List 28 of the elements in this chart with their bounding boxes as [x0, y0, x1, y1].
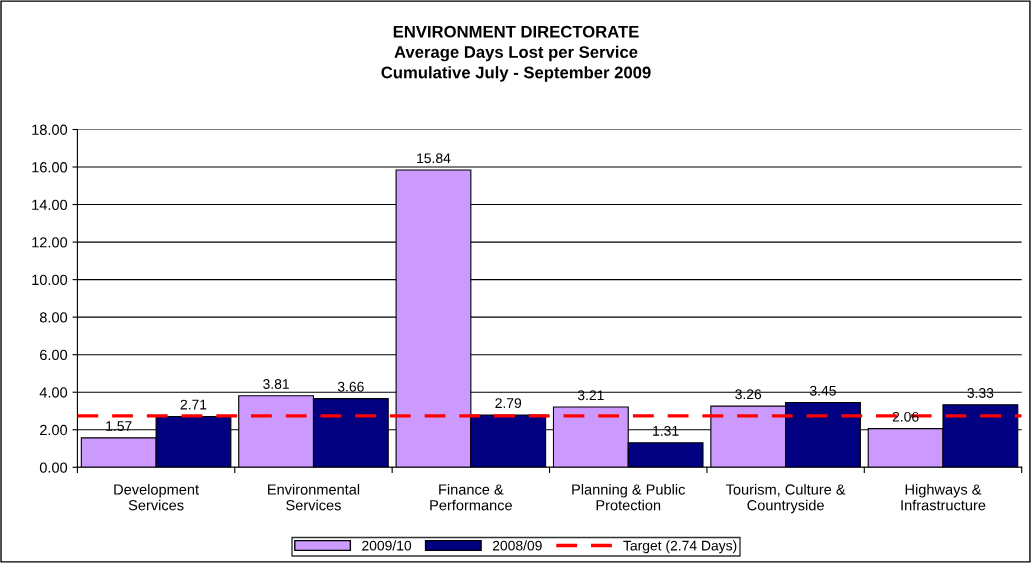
x-tick-label: Tourism, Culture & Countryside	[725, 483, 846, 514]
data-label: 2.79	[495, 398, 522, 409]
legend-label: 2009/10	[362, 540, 412, 551]
x-tick-label: Development Services	[114, 483, 199, 511]
chart-title: ENVIRONMENT DIRECTORATE Average Days Lost per Service Cumulative July - September 2009	[381, 25, 651, 82]
data-label: 2.06	[892, 411, 919, 422]
y-tick-label: 12.00	[32, 237, 68, 248]
y-tick-label: 6.00	[40, 349, 68, 361]
data-label: 15.84	[417, 153, 451, 164]
data-label: 3.21	[577, 390, 604, 401]
legend-label: Target (2.74 Days)	[623, 540, 737, 554]
y-tick-label: 18.00	[32, 124, 68, 135]
data-label: 1.57	[106, 421, 132, 431]
x-tick-label: Environmental Services	[268, 483, 360, 511]
y-tick-label: 10.00	[32, 274, 68, 286]
y-tick-label: 2.00	[40, 424, 68, 436]
y-tick-label: 4.00	[39, 387, 68, 398]
data-label: 3.81	[263, 379, 289, 389]
y-tick-label: 8.00	[39, 312, 68, 323]
x-tick-label: Planning & Public Protection	[572, 483, 685, 511]
x-tick-label: Finance & Performance	[430, 483, 512, 511]
y-tick-label: 14.00	[32, 199, 68, 210]
data-label: 2.71	[180, 399, 207, 410]
x-tick-label: Highways & Infrastructure	[901, 483, 986, 511]
legend-label: 2008/09	[492, 540, 542, 551]
data-label: 3.66	[337, 381, 364, 392]
y-tick-label: 16.00	[32, 162, 68, 173]
y-tick-label: 0.00	[39, 462, 68, 473]
